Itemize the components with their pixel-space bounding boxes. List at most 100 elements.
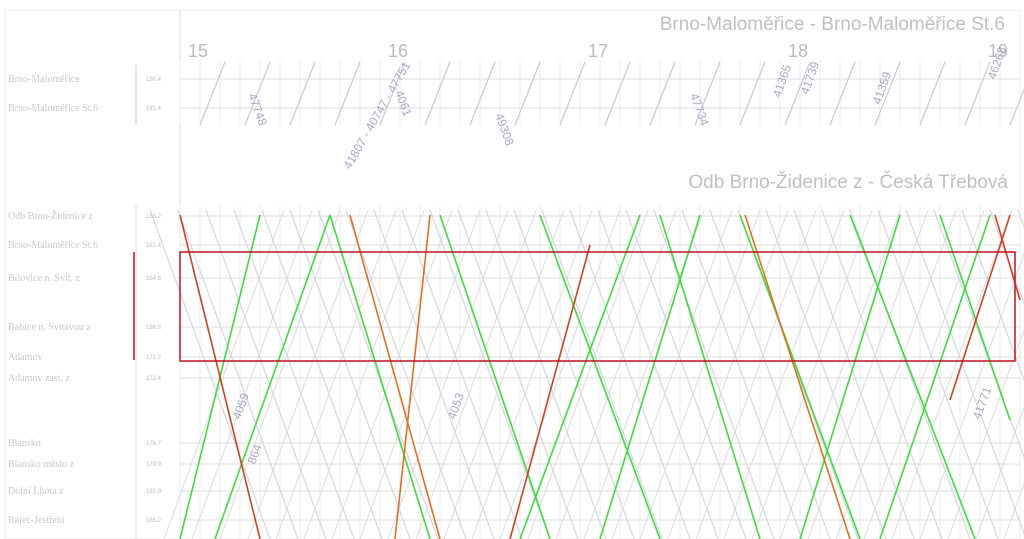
train-path: [349, 214, 441, 539]
section-title: Odb Brno-Židenice z - Česká Třebová: [688, 171, 1008, 193]
station-km: 172.4: [146, 376, 162, 382]
train-path: [739, 214, 861, 539]
train-path: [779, 209, 901, 539]
train-path: [275, 209, 397, 539]
train-path: [457, 209, 579, 539]
train-path: [429, 209, 551, 539]
train-path: [863, 209, 985, 539]
hour-label: 15: [188, 41, 208, 61]
train-path: [905, 209, 1024, 536]
train-path: [499, 209, 621, 539]
train-path: [539, 214, 661, 539]
train-path: [179, 214, 261, 539]
train-path: [163, 209, 285, 539]
train-path: [513, 209, 635, 539]
station-name: Blansko: [8, 438, 41, 449]
train-path: [401, 209, 523, 539]
train-path: [835, 209, 957, 539]
train-path: [415, 209, 537, 539]
train-path: [261, 209, 383, 539]
train-path: [559, 61, 586, 126]
train-path: [379, 61, 406, 126]
train-path: [394, 214, 431, 539]
train-path: [807, 209, 929, 539]
train-path: [821, 209, 943, 539]
train-path: [653, 209, 775, 539]
train-path: [219, 209, 341, 539]
train-path: [485, 209, 607, 539]
station-name: Babice n. Svitavou z: [8, 322, 91, 333]
station-km: 179.9: [146, 462, 162, 468]
station-km: 180.4: [146, 77, 162, 83]
station-name: Bílovice n. Svit. z: [8, 273, 81, 284]
train-path: [681, 209, 803, 539]
train-path: [947, 329, 1024, 539]
train-path: [424, 61, 451, 126]
station-name: Brno-Maloměřice St.6: [8, 240, 98, 251]
train-path: [723, 209, 845, 539]
station-km: 181.4: [146, 106, 162, 112]
hour-label: 16: [388, 41, 408, 61]
train-path: [244, 61, 271, 126]
station-km: 185.2: [146, 518, 162, 524]
train-path: [649, 61, 676, 126]
train-path: [879, 214, 991, 539]
train-path: [149, 209, 271, 539]
train-path: [874, 61, 901, 126]
train-path: [541, 209, 663, 539]
train-path: [205, 209, 327, 539]
station-name: Brno-Maloměřice St.6: [8, 103, 98, 114]
section-title: Brno-Maloměřice - Brno-Maloměřice St.6: [660, 14, 1005, 35]
train-path: [191, 209, 313, 539]
train-path: [694, 61, 721, 126]
train-path: [177, 209, 299, 539]
train-path: [667, 209, 789, 539]
train-path: [659, 214, 761, 539]
train-path: [387, 209, 509, 539]
train-path: [233, 209, 355, 539]
train-path: [509, 244, 591, 539]
station-km: 164.6: [146, 276, 162, 282]
train-path: [829, 61, 856, 126]
hour-label: 18: [788, 41, 808, 61]
station-km: 168.8: [146, 325, 162, 331]
train-path: [744, 214, 851, 539]
train-path: [519, 214, 641, 539]
train-path: [471, 209, 593, 539]
train-path: [799, 214, 901, 539]
train-path: [949, 214, 1011, 401]
train-path: [739, 61, 766, 126]
train-path: [784, 61, 811, 126]
train-number: 864: [245, 442, 265, 466]
train-path: [975, 405, 1024, 539]
train-path: [765, 209, 887, 539]
train-path: [289, 61, 316, 126]
train-path: [919, 252, 1024, 539]
station-name: Brno-Maloměřice: [8, 74, 80, 85]
train-path: [599, 214, 701, 539]
station-km: 158.2: [146, 214, 162, 220]
train-path: [329, 214, 431, 539]
train-path: [961, 209, 1024, 382]
train-path: [345, 209, 467, 539]
train-path: [247, 209, 369, 539]
train-path: [793, 209, 915, 539]
train-path: [625, 209, 747, 539]
train-path: [695, 209, 817, 539]
train-path: [373, 209, 495, 539]
train-path: [334, 61, 361, 126]
station-name: Dolní Lhota z: [8, 486, 64, 497]
train-path: [359, 209, 481, 539]
train-path: [751, 209, 873, 539]
hour-label: 19: [988, 41, 1008, 61]
train-path: [555, 209, 677, 539]
train-path: [1009, 88, 1024, 126]
train-path: [303, 209, 425, 539]
train-path: [331, 209, 453, 539]
train-path: [439, 214, 551, 539]
station-name: Rájec-Jestřebí: [8, 515, 65, 526]
train-path: [469, 61, 496, 126]
train-path: [611, 209, 733, 539]
train-path: [597, 209, 719, 539]
station-km: 171.2: [146, 355, 162, 361]
